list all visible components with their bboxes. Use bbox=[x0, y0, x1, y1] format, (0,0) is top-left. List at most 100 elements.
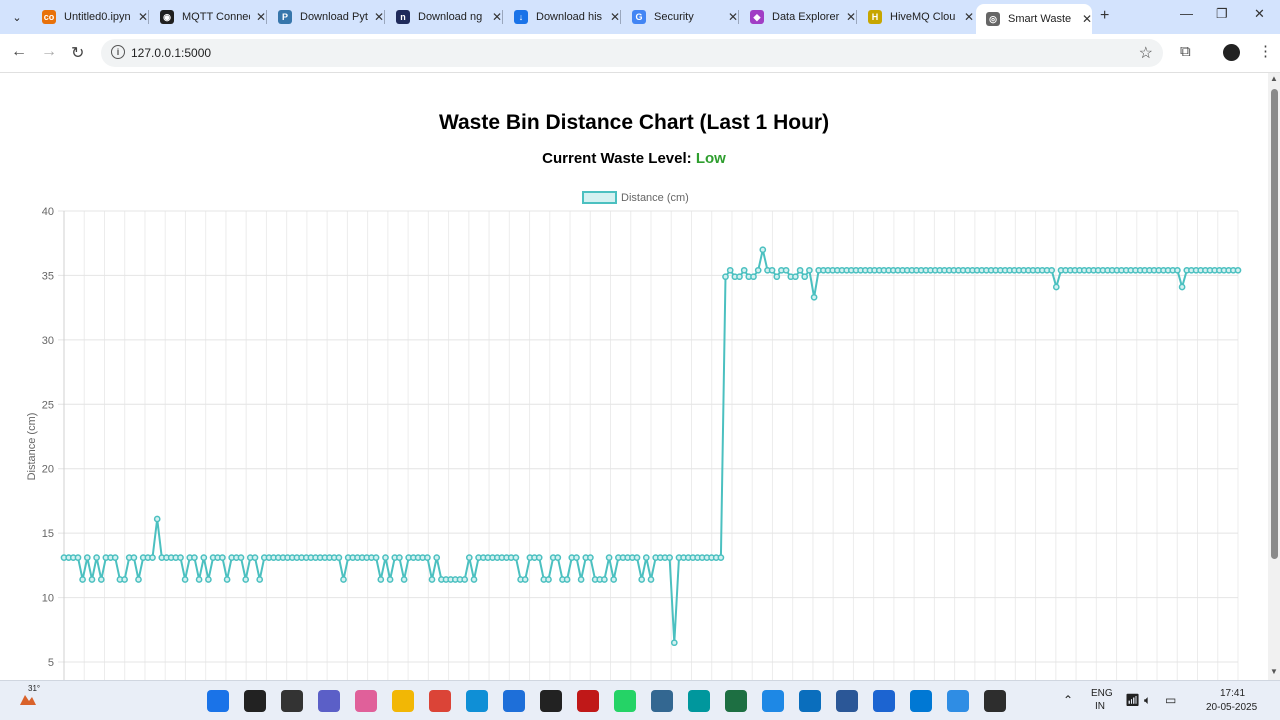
tab-close-icon[interactable]: ✕ bbox=[373, 10, 384, 24]
data-point bbox=[335, 554, 343, 561]
data-point bbox=[610, 576, 618, 583]
address-bar[interactable]: i 127.0.0.1:5000 ☆ bbox=[101, 39, 1163, 67]
data-point bbox=[601, 576, 608, 583]
globe-icon: ◎ bbox=[986, 12, 1000, 26]
region-indicator[interactable]: IN bbox=[1095, 701, 1105, 712]
data-point bbox=[83, 554, 91, 561]
tab-3[interactable]: n Download ng ✕ bbox=[386, 4, 502, 30]
vscode-icon[interactable] bbox=[910, 690, 932, 712]
tab-5[interactable]: G Security ✕ bbox=[622, 4, 738, 30]
language-indicator[interactable]: ENG bbox=[1091, 688, 1113, 699]
waste-level-value: Low bbox=[695, 150, 726, 167]
tab-8[interactable]: ◎ Smart Waste ✕ bbox=[976, 4, 1092, 34]
tab-search-chevron-icon[interactable]: ⌄ bbox=[12, 11, 22, 24]
data-point bbox=[74, 554, 82, 561]
data-point bbox=[642, 554, 650, 561]
weather-temperature: 31° bbox=[28, 684, 41, 693]
new-tab-plus-icon[interactable]: + bbox=[1100, 7, 1110, 24]
page-scrollbar[interactable]: ▲ ▼ bbox=[1268, 73, 1280, 680]
paint-icon[interactable] bbox=[947, 690, 969, 712]
legend-label: Distance (cm) bbox=[621, 192, 689, 204]
tab-title: HiveMQ Clou bbox=[890, 11, 956, 23]
defender-icon[interactable] bbox=[873, 690, 895, 712]
reload-icon[interactable]: ↻ bbox=[71, 45, 85, 62]
scroll-thumb[interactable] bbox=[1271, 89, 1278, 559]
scroll-down-arrow-icon[interactable]: ▼ bbox=[1270, 667, 1278, 676]
dell-icon[interactable] bbox=[540, 690, 562, 712]
data-point bbox=[340, 576, 347, 583]
wifi-icon[interactable]: 📶︎ bbox=[1125, 693, 1141, 707]
tab-6[interactable]: ◆ Data Explorer ✕ bbox=[740, 4, 856, 30]
tab-close-icon[interactable]: ✕ bbox=[491, 10, 502, 24]
forward-arrow-icon[interactable]: → bbox=[41, 43, 57, 60]
tab-close-icon[interactable]: ✕ bbox=[255, 10, 266, 24]
tab-title: MQTT Connect bbox=[182, 11, 250, 23]
site-info-icon[interactable]: i bbox=[111, 45, 125, 59]
page-content: Waste Bin Distance Chart (Last 1 Hour) C… bbox=[0, 73, 1268, 680]
folder-icon[interactable] bbox=[392, 690, 414, 712]
data-point bbox=[587, 554, 594, 561]
weather-icon[interactable] bbox=[18, 689, 38, 709]
data-point bbox=[424, 554, 431, 561]
tab-close-icon[interactable]: ✕ bbox=[727, 10, 738, 24]
terminal-icon[interactable] bbox=[984, 690, 1006, 712]
y-tick-label: 35 bbox=[42, 270, 54, 282]
clock-time[interactable]: 17:41 bbox=[1220, 688, 1246, 699]
url-text: 127.0.0.1:5000 bbox=[131, 46, 212, 60]
tab-0[interactable]: co Untitled0.ipyn ✕ bbox=[32, 4, 148, 30]
tab-close-icon[interactable]: ✕ bbox=[137, 10, 148, 24]
file-explorer-dark-icon[interactable] bbox=[281, 690, 303, 712]
restore-icon[interactable]: ❐ bbox=[1216, 6, 1228, 21]
remote-desktop-icon[interactable] bbox=[836, 690, 858, 712]
whatsapp-icon[interactable] bbox=[614, 690, 636, 712]
back-arrow-icon[interactable]: ← bbox=[11, 43, 27, 60]
start-icon[interactable] bbox=[207, 690, 229, 712]
scroll-up-arrow-icon[interactable]: ▲ bbox=[1270, 74, 1278, 83]
tab-close-icon[interactable]: ✕ bbox=[1081, 12, 1092, 26]
data-point bbox=[465, 554, 473, 561]
y-tick-label: 40 bbox=[42, 206, 54, 218]
data-point bbox=[1234, 266, 1242, 274]
data-point bbox=[93, 554, 100, 561]
notepad-icon[interactable] bbox=[762, 690, 784, 712]
data-explorer-icon: ◆ bbox=[750, 10, 764, 24]
windows-taskbar: 31° ⌃ ENG IN 📶︎ 🔈︎ ▭ 17:41 20-05-2025 bbox=[0, 680, 1280, 720]
search-icon[interactable] bbox=[244, 690, 266, 712]
tab-title: Download ng bbox=[418, 11, 483, 23]
volume-icon[interactable]: 🔈︎ bbox=[1144, 693, 1152, 707]
tab-2[interactable]: P Download Pyt ✕ bbox=[268, 4, 384, 30]
tab-close-icon[interactable]: ✕ bbox=[609, 10, 620, 24]
edge-icon[interactable] bbox=[466, 690, 488, 712]
tray-chevron-up-icon[interactable]: ⌃ bbox=[1063, 693, 1074, 707]
browser-menu-icon[interactable]: ⋮ bbox=[1258, 43, 1273, 60]
tab-1[interactable]: ◉ MQTT Connect ✕ bbox=[150, 4, 266, 30]
excel-icon[interactable] bbox=[725, 690, 747, 712]
tab-close-icon[interactable]: ✕ bbox=[963, 10, 974, 24]
photos-icon[interactable] bbox=[799, 690, 821, 712]
tab-close-icon[interactable]: ✕ bbox=[845, 10, 856, 24]
tab-separator bbox=[620, 10, 621, 24]
clock-date[interactable]: 20-05-2025 bbox=[1206, 702, 1258, 713]
close-window-icon[interactable]: ✕ bbox=[1254, 6, 1265, 21]
copilot-icon[interactable] bbox=[355, 690, 377, 712]
tab-separator bbox=[738, 10, 739, 24]
bookmark-star-icon[interactable]: ☆ bbox=[1138, 45, 1153, 62]
store-icon[interactable] bbox=[503, 690, 525, 712]
battery-icon[interactable]: ▭ bbox=[1165, 693, 1177, 707]
teams-icon[interactable] bbox=[318, 690, 340, 712]
chrome-icon[interactable] bbox=[429, 690, 451, 712]
data-point bbox=[1048, 266, 1056, 274]
profile-avatar[interactable] bbox=[1223, 44, 1240, 61]
extensions-puzzle-icon[interactable]: ⧉ bbox=[1180, 43, 1191, 60]
minimize-icon[interactable]: — bbox=[1180, 6, 1193, 21]
tab-7[interactable]: H HiveMQ Clou ✕ bbox=[858, 4, 974, 30]
data-point bbox=[400, 576, 408, 583]
arduino-icon[interactable] bbox=[688, 690, 710, 712]
data-point bbox=[1174, 266, 1181, 274]
data-point bbox=[205, 576, 212, 583]
mcafee-icon[interactable] bbox=[577, 690, 599, 712]
tab-4[interactable]: ↓ Download his ✕ bbox=[504, 4, 620, 30]
postgres-icon[interactable] bbox=[651, 690, 673, 712]
tab-title: Security bbox=[654, 11, 694, 23]
download-icon: ↓ bbox=[514, 10, 528, 24]
